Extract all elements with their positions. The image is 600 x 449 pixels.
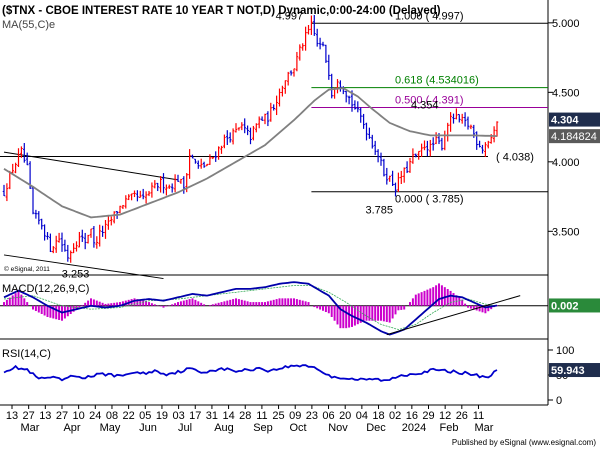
x-axis: 13 27 13 27 10 24 08 22 05 19 03 17 31 14 28 11 25 09 23 06… [6, 405, 494, 434]
macd-title: MACD(12,26,9,C) [2, 283, 89, 295]
macd-signal-line [3, 285, 498, 330]
x-tick-label: 17 [189, 410, 201, 422]
ma-legend: MA(55,C)e [2, 19, 55, 31]
x-month-label: May [100, 422, 121, 434]
x-month-label: Jul [178, 422, 192, 434]
x-tick-label: 13 [6, 410, 18, 422]
x-tick-label: 11 [256, 410, 267, 422]
x-month-label: Sep [253, 422, 273, 434]
x-tick-label: 24 [89, 410, 101, 422]
price-bars [2, 14, 499, 263]
x-month-label: Oct [289, 422, 306, 434]
x-tick-label: 04 [356, 410, 368, 422]
macd-trendline [386, 295, 521, 336]
fib-label: 1.000 ( 4.997) [395, 10, 464, 22]
x-month-label: Jun [139, 422, 157, 434]
fib-label: 0.618 (4.534016) [395, 75, 479, 87]
x-tick-label: 23 [306, 410, 318, 422]
x-tick-label: 12 [439, 410, 451, 422]
x-tick-label: 14 [222, 410, 234, 422]
rsi-panel: 05010059.943 [3, 345, 600, 407]
rsi-tick-label: 0 [556, 395, 562, 407]
last-price-tag [549, 112, 600, 127]
x-tick-label: 25 [272, 410, 284, 422]
price-annotation: 4.997 [276, 10, 304, 22]
x-month-label: Mar [475, 422, 494, 434]
rsi-tick-label: 100 [556, 345, 574, 357]
x-month-label: Feb [440, 422, 459, 434]
price-tick-label: 4.000 [552, 157, 580, 169]
price-annotation: 3.785 [366, 205, 394, 217]
x-tick-label: 08 [106, 410, 118, 422]
moving-average [3, 87, 498, 219]
panel-frames [0, 0, 549, 406]
ma-line [3, 87, 498, 219]
x-tick-label: 06 [322, 410, 334, 422]
price-annotation: 3.253 [62, 269, 90, 281]
macd-panel: 0.002 [0, 281, 600, 336]
x-tick-label: 18 [372, 410, 384, 422]
x-tick-label: 29 [422, 410, 434, 422]
ma-value: 4.184824 [551, 131, 597, 143]
x-month-label: Nov [328, 422, 348, 434]
x-tick-label: 10 [73, 410, 85, 422]
x-tick-label: 11 [473, 410, 484, 422]
price-tick-label: 4.500 [552, 87, 580, 99]
x-tick-label: 31 [206, 410, 218, 422]
x-month-label: Dec [366, 422, 386, 434]
macd-line [3, 281, 498, 336]
x-month-label: Mar [21, 422, 40, 434]
macd-value: 0.002 [551, 300, 579, 312]
rsi-title: RSI(14,C) [2, 348, 51, 360]
price-tick-label: 3.500 [552, 226, 580, 238]
x-tick-label: 16 [406, 410, 418, 422]
rsi-value: 59.943 [551, 365, 585, 377]
x-tick-label: 20 [339, 410, 351, 422]
x-month-label: Aug [214, 422, 234, 434]
rsi-value-tag [549, 363, 600, 378]
x-tick-label: 22 [122, 410, 134, 422]
x-month-label: 2024 [402, 422, 426, 434]
x-tick-label: 09 [289, 410, 301, 422]
price-labels: 1.000 ( 4.997) 0.618 (4.534016) 0.500 ( 4.… [62, 10, 600, 281]
copyright-label: © eSignal, 2011 [4, 265, 50, 273]
x-tick-label: 28 [239, 410, 251, 422]
ma-value-tag [549, 129, 600, 144]
x-tick-label: 03 [172, 410, 184, 422]
last-price-value: 4.304 [551, 115, 579, 127]
x-tick-label: 02 [389, 410, 401, 422]
x-tick-label: 26 [456, 410, 468, 422]
fib-label: 0.000 ( 3.785) [395, 194, 464, 206]
x-tick-label: 05 [139, 410, 151, 422]
price-tick-label: 5.000 [552, 18, 580, 30]
x-tick-label: 27 [56, 410, 68, 422]
x-tick-label: 19 [156, 410, 168, 422]
price-annotation: 4.354 [411, 100, 439, 112]
support-label: ( 4.038) [496, 152, 534, 164]
published-label: Published by eSignal (www.esignal.com) [452, 438, 596, 447]
rsi-line [3, 364, 498, 382]
price-axis: 3.500 4.000 4.500 5.000 [548, 18, 580, 238]
chart-title: ($TNX - CBOE INTEREST RATE 10 YEAR T NOT… [2, 5, 441, 17]
x-tick-label: 27 [23, 410, 35, 422]
macd-value-tag [549, 298, 600, 313]
fib-label: 0.500 ( 4.391) [395, 94, 464, 106]
channel-lower-line [3, 254, 164, 280]
x-tick-label: 13 [39, 410, 51, 422]
x-month-label: Apr [63, 422, 80, 434]
